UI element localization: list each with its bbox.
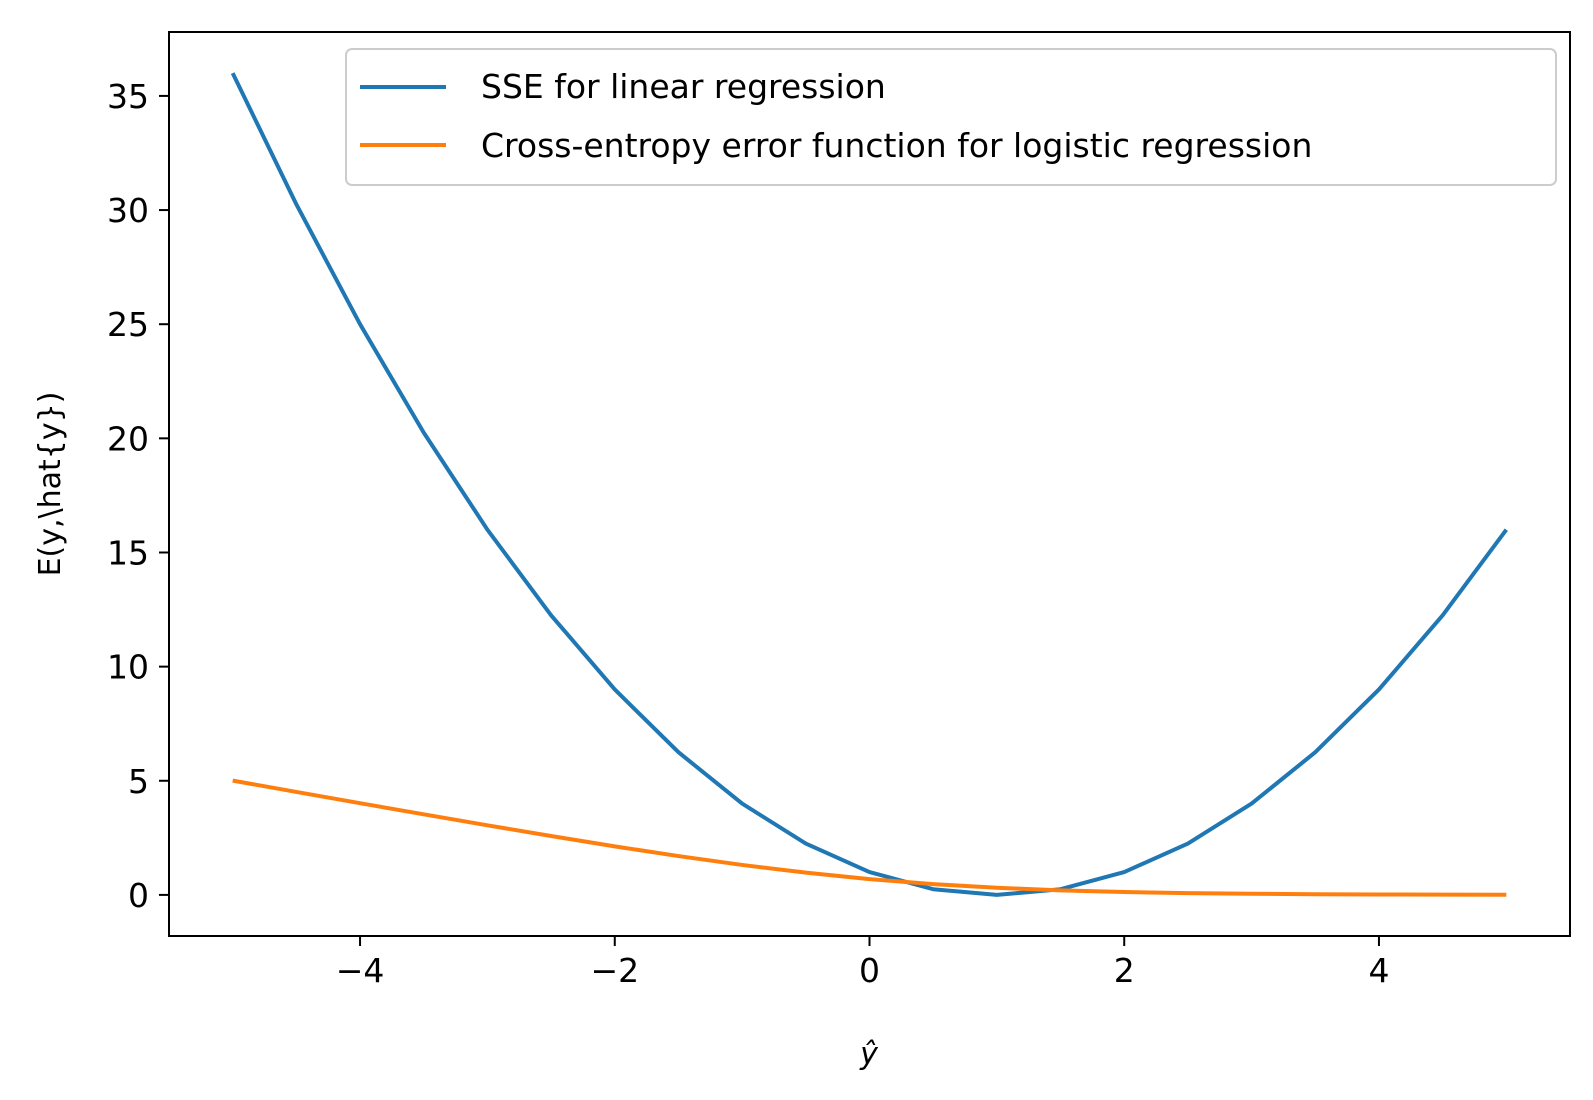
series-line-cross-entropy xyxy=(232,778,1507,897)
x-tick-label: −4 xyxy=(336,951,385,990)
y-tick-label: 5 xyxy=(128,762,149,801)
legend: SSE for linear regression Cross-entropy … xyxy=(345,48,1557,186)
y-tick-label: 35 xyxy=(107,77,149,116)
x-tick-label: −2 xyxy=(590,951,639,990)
y-axis-label: E(y,\hat{y}) xyxy=(33,392,68,577)
x-axis: −4 −2 0 2 4 xyxy=(336,936,1389,990)
y-tick-label: 10 xyxy=(107,648,149,687)
y-tick-label: 25 xyxy=(107,305,149,344)
y-tick-label: 15 xyxy=(107,533,149,572)
legend-label-sse: SSE for linear regression xyxy=(481,67,886,106)
x-tick-label: 0 xyxy=(859,951,880,990)
x-tick-label: 2 xyxy=(1114,951,1135,990)
y-tick-label: 0 xyxy=(128,876,149,915)
y-axis: 0 5 10 15 20 25 30 35 xyxy=(107,77,169,915)
x-tick-label: 4 xyxy=(1368,951,1389,990)
series-layer xyxy=(230,72,1508,897)
y-tick-label: 30 xyxy=(107,191,149,230)
y-tick-label: 20 xyxy=(107,419,149,458)
legend-frame xyxy=(345,48,1557,186)
x-axis-label: ŷ xyxy=(859,1037,879,1072)
series-line-sse xyxy=(230,72,1508,897)
legend-label-cross-entropy: Cross-entropy error function for logisti… xyxy=(481,126,1312,165)
